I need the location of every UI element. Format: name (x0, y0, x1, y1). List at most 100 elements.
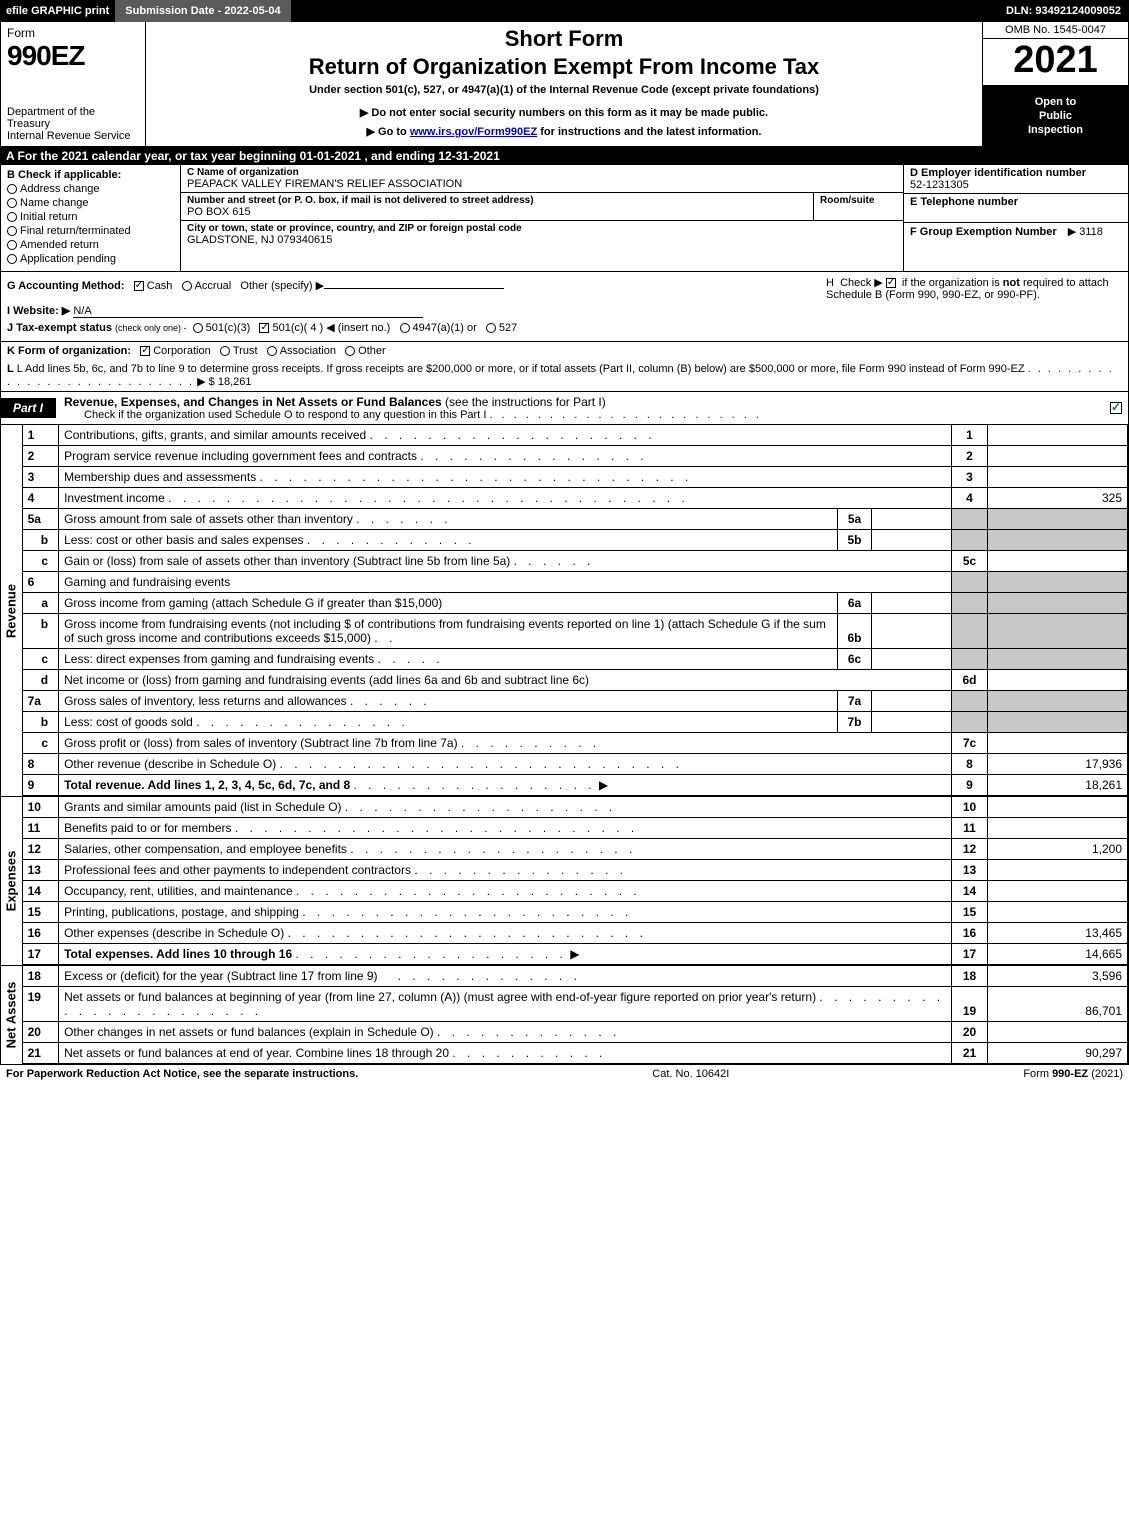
row-l: L L Add lines 5b, 6c, and 7b to line 9 t… (0, 360, 1129, 392)
chk-amended-return[interactable]: Amended return (7, 239, 174, 251)
line-18: 18Excess or (deficit) for the year (Subt… (23, 966, 1128, 987)
line-6a: aGross income from gaming (attach Schedu… (23, 593, 1128, 614)
line-7c: cGross profit or (loss) from sales of in… (23, 733, 1128, 754)
website-value: N/A (73, 305, 423, 318)
open2: Public (987, 109, 1124, 123)
chk-schedule-o-part-i[interactable] (1110, 402, 1122, 414)
open3: Inspection (987, 123, 1124, 137)
line-16: 16Other expenses (describe in Schedule O… (23, 923, 1128, 944)
j-label: J Tax-exempt status (7, 322, 112, 334)
section-a-bar: A For the 2021 calendar year, or tax yea… (0, 147, 1129, 165)
chk-accrual[interactable] (182, 281, 192, 291)
efile-print[interactable]: efile GRAPHIC print (0, 0, 115, 22)
irs-link[interactable]: www.irs.gov/Form990EZ (410, 126, 537, 138)
goto-instructions: ▶ Go to www.irs.gov/Form990EZ for instru… (156, 125, 972, 138)
k-label: K Form of organization: (7, 345, 131, 357)
other-specify-input[interactable] (324, 288, 504, 289)
org-name: PEAPACK VALLEY FIREMAN'S RELIEF ASSOCIAT… (187, 178, 897, 190)
g-label: G Accounting Method: (7, 280, 125, 292)
group-exempt-cell: F Group Exemption Number ▶ 3118 (904, 223, 1128, 271)
l-text: L Add lines 5b, 6c, and 7b to line 9 to … (17, 363, 1025, 375)
form-header: Form 990EZ Department of the Treasury In… (0, 22, 1129, 147)
line-14: 14Occupancy, rent, utilities, and mainte… (23, 881, 1128, 902)
dln: DLN: 93492124009052 (998, 0, 1129, 22)
expenses-side-label: Expenses (1, 797, 23, 965)
chk-schedule-b-not-required[interactable] (886, 278, 896, 288)
revenue-side-label: Revenue (1, 425, 23, 796)
city-label: City or town, state or province, country… (187, 223, 897, 234)
paperwork-notice: For Paperwork Reduction Act Notice, see … (6, 1068, 358, 1080)
line-7a: 7aGross sales of inventory, less returns… (23, 691, 1128, 712)
goto-post: for instructions and the latest informat… (537, 126, 761, 138)
line-1: 1Contributions, gifts, grants, and simil… (23, 425, 1128, 446)
city-row: City or town, state or province, country… (181, 221, 903, 248)
phone (910, 208, 1122, 220)
section-g-to-j: H Check ▶ if the organization is not req… (0, 272, 1129, 342)
goto-pre: ▶ Go to (367, 126, 410, 138)
line-15: 15Printing, publications, postage, and s… (23, 902, 1128, 923)
chk-other-org[interactable] (345, 346, 355, 356)
header-right: OMB No. 1545-0047 2021 Open to Public In… (983, 22, 1128, 146)
line-7b: bLess: cost of goods sold . . . . . . . … (23, 712, 1128, 733)
chk-trust[interactable] (220, 346, 230, 356)
address-row: Number and street (or P. O. box, if mail… (181, 193, 903, 221)
chk-association[interactable] (267, 346, 277, 356)
row-j: J Tax-exempt status (check only one) - 5… (7, 321, 1122, 334)
chk-name-change[interactable]: Name change (7, 197, 174, 209)
l-value: ▶ $ 18,261 (197, 376, 251, 388)
section-c: C Name of organization PEAPACK VALLEY FI… (181, 165, 903, 271)
under-text: Under section 501(c), 527, or 4947(a)(1)… (156, 84, 972, 96)
net-assets-section: Net Assets 18Excess or (deficit) for the… (0, 966, 1129, 1065)
address: PO BOX 615 (187, 206, 813, 218)
part-i-title: Revenue, Expenses, and Changes in Net As… (56, 392, 1110, 424)
line-5b: bLess: cost or other basis and sales exp… (23, 530, 1128, 551)
f-value: ▶ 3118 (1068, 226, 1103, 238)
part-i-bar: Part I Revenue, Expenses, and Changes in… (0, 392, 1129, 425)
short-form-label: Short Form (156, 26, 972, 52)
chk-cash[interactable] (134, 281, 144, 291)
section-b-to-f: B Check if applicable: Address change Na… (0, 165, 1129, 272)
header-center: Short Form Return of Organization Exempt… (146, 22, 983, 146)
j-sub: (check only one) - (115, 323, 187, 333)
line-6d: dNet income or (loss) from gaming and fu… (23, 670, 1128, 691)
addr-label: Number and street (or P. O. box, if mail… (187, 195, 813, 206)
i-label: I Website: ▶ (7, 305, 70, 317)
section-b: B Check if applicable: Address change Na… (1, 165, 181, 271)
city: GLADSTONE, NJ 079340615 (187, 234, 897, 246)
chk-address-change[interactable]: Address change (7, 183, 174, 195)
ein-cell: D Employer identification number 52-1231… (904, 165, 1128, 194)
ein: 52-1231305 (910, 179, 1122, 191)
form-ident: Form 990EZ Department of the Treasury In… (1, 22, 146, 146)
part-i-tag: Part I (1, 398, 56, 418)
line-10: 10Grants and similar amounts paid (list … (23, 797, 1128, 818)
chk-527[interactable] (486, 323, 496, 333)
revenue-section: Revenue 1Contributions, gifts, grants, a… (0, 425, 1129, 797)
line-5c: cGain or (loss) from sale of assets othe… (23, 551, 1128, 572)
section-h: H Check ▶ if the organization is not req… (822, 274, 1122, 303)
chk-final-return[interactable]: Final return/terminated (7, 225, 174, 237)
c-label: C Name of organization (187, 167, 897, 178)
room-label: Room/suite (820, 195, 903, 206)
expenses-section: Expenses 10Grants and similar amounts pa… (0, 797, 1129, 966)
d-label: D Employer identification number (910, 167, 1122, 179)
chk-initial-return[interactable]: Initial return (7, 211, 174, 223)
line-2: 2Program service revenue including gover… (23, 446, 1128, 467)
line-21: 21Net assets or fund balances at end of … (23, 1043, 1128, 1064)
line-3: 3Membership dues and assessments . . . .… (23, 467, 1128, 488)
chk-application-pending[interactable]: Application pending (7, 253, 174, 265)
omb-number: OMB No. 1545-0047 (983, 22, 1128, 39)
line-11: 11Benefits paid to or for members . . . … (23, 818, 1128, 839)
b-label: B Check if applicable: (7, 169, 174, 181)
chk-4947a1[interactable] (400, 323, 410, 333)
department: Department of the Treasury Internal Reve… (7, 106, 139, 142)
line-4: 4Investment income . . . . . . . . . . .… (23, 488, 1128, 509)
chk-501c[interactable] (259, 323, 269, 333)
chk-corporation[interactable] (140, 346, 150, 356)
top-bar: efile GRAPHIC print Submission Date - 20… (0, 0, 1129, 22)
org-name-row: C Name of organization PEAPACK VALLEY FI… (181, 165, 903, 193)
row-k: K Form of organization: Corporation Trus… (0, 342, 1129, 360)
line-5a: 5aGross amount from sale of assets other… (23, 509, 1128, 530)
expenses-table: 10Grants and similar amounts paid (list … (23, 797, 1128, 965)
chk-501c3[interactable] (193, 323, 203, 333)
spacer (291, 0, 998, 22)
